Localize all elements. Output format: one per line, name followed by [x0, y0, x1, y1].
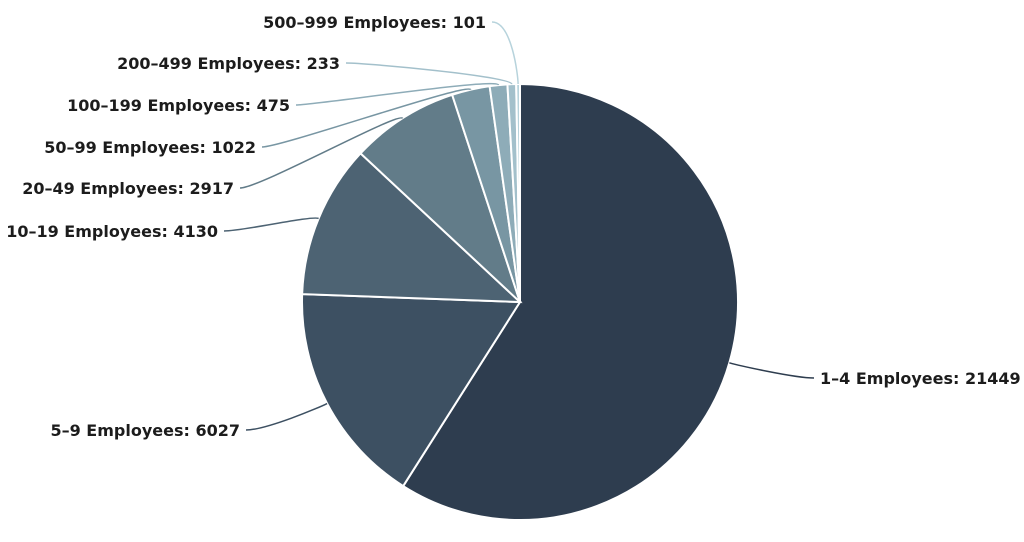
- slices-layer: [301, 82, 739, 521]
- data-label-5: 50–99 Employees: 1022: [44, 138, 256, 157]
- pie-slice-3[interactable]: [301, 151, 523, 304]
- pie-slice-8[interactable]: [515, 82, 521, 303]
- leader-line-3: [223, 217, 319, 232]
- leader-line-1: [729, 362, 815, 379]
- data-label-6: 100–199 Employees: 475: [67, 96, 290, 115]
- data-label-7: 200–499 Employees: 233: [117, 54, 340, 73]
- data-label-8: 500–999 Employees: 101: [263, 13, 486, 32]
- leader-line-5: [261, 88, 472, 148]
- pie-slice-4[interactable]: [359, 93, 521, 303]
- data-label-1: 1–4 Employees: 21449: [820, 369, 1021, 388]
- data-label-4: 20–49 Employees: 2917: [22, 179, 234, 198]
- leader-line-4: [239, 117, 404, 189]
- pie-slice-1[interactable]: [401, 82, 739, 521]
- data-label-3: 10–19 Employees: 4130: [6, 222, 218, 241]
- leader-line-7: [345, 62, 513, 85]
- leader-line-6: [295, 82, 500, 106]
- data-label-2: 5–9 Employees: 6027: [50, 421, 240, 440]
- pie-slice-2[interactable]: [301, 293, 522, 488]
- labels-layer: 1–4 Employees: 21449 5–9 Employees: 6027 1…: [6, 13, 1020, 440]
- leader-lines-layer: [223, 21, 815, 431]
- leader-line-2: [245, 402, 328, 431]
- leader-line-8: [491, 21, 519, 85]
